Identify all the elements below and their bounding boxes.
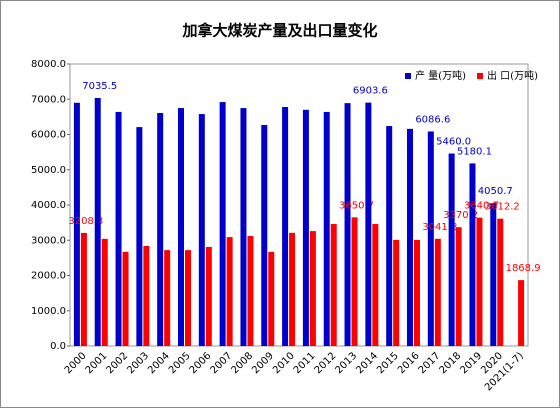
y-tick-label: 5000.0: [31, 165, 66, 176]
bar: [351, 217, 358, 346]
bar: [386, 126, 393, 346]
value-label: 5180.1: [457, 146, 492, 157]
bar: [434, 238, 441, 346]
bar: [115, 111, 122, 346]
bar: [344, 103, 351, 346]
bar: [143, 245, 150, 346]
bar: [73, 102, 80, 347]
legend-label: 出 口(万吨): [487, 69, 538, 82]
y-tick-label: 2000.0: [31, 271, 66, 282]
value-label: 3650.7: [339, 200, 374, 211]
bar: [302, 109, 309, 346]
bar: [330, 224, 337, 346]
bar: [247, 236, 254, 346]
legend-label: 产 量(万吨): [415, 69, 466, 82]
bar: [414, 239, 420, 346]
bar: [268, 251, 275, 346]
bar: [136, 127, 143, 346]
bar: [372, 224, 379, 346]
value-label: 1868.9: [506, 263, 541, 274]
bar: [205, 246, 212, 346]
bar: [80, 232, 87, 346]
value-label: 4050.7: [478, 186, 513, 197]
y-tick-label: 0.0: [50, 341, 66, 352]
value-label: 3041.8: [422, 222, 457, 233]
bar: [448, 153, 455, 346]
bar: [365, 102, 372, 346]
bar: [289, 232, 296, 346]
bar: [323, 111, 330, 346]
value-label: 5460.0: [436, 137, 471, 148]
bar: [219, 102, 226, 346]
y-tick-label: 8000.0: [31, 59, 66, 70]
bar: [157, 112, 164, 346]
bar: [261, 124, 268, 346]
value-label: 3370.2: [443, 210, 478, 221]
value-label: 3612.2: [485, 202, 520, 213]
y-tick-label: 3000.0: [31, 235, 66, 246]
value-label: 7035.5: [82, 81, 117, 92]
bar: [427, 131, 434, 346]
bar: [476, 217, 483, 346]
bar: [164, 250, 171, 346]
bar: [393, 239, 400, 346]
bar: [407, 128, 413, 346]
chart-title: 加拿大煤炭产量及出口量变化: [181, 22, 377, 40]
bar: [178, 108, 184, 346]
legend-swatch: [477, 73, 483, 79]
bar: [282, 107, 289, 346]
bar: [490, 203, 497, 346]
bar: [185, 250, 191, 346]
value-label: 3640.7: [464, 201, 499, 212]
y-tick-label: 6000.0: [31, 130, 66, 141]
value-label: 3208.3: [68, 216, 103, 227]
y-tick-label: 4000.0: [31, 200, 66, 211]
bar: [455, 227, 462, 346]
y-tick-label: 1000.0: [31, 306, 66, 317]
bar: [240, 108, 247, 346]
value-label: 6903.6: [353, 86, 388, 97]
y-tick-label: 7000.0: [31, 94, 66, 105]
legend-swatch: [405, 73, 411, 79]
bar: [226, 237, 233, 346]
bar: [101, 238, 108, 346]
bar: [198, 114, 205, 347]
bar: [309, 231, 316, 346]
bar: [497, 218, 504, 346]
bar: [94, 97, 101, 346]
bar: [518, 280, 525, 346]
bar: [122, 251, 129, 346]
bar: [469, 163, 476, 346]
value-label: 6086.6: [415, 114, 450, 125]
